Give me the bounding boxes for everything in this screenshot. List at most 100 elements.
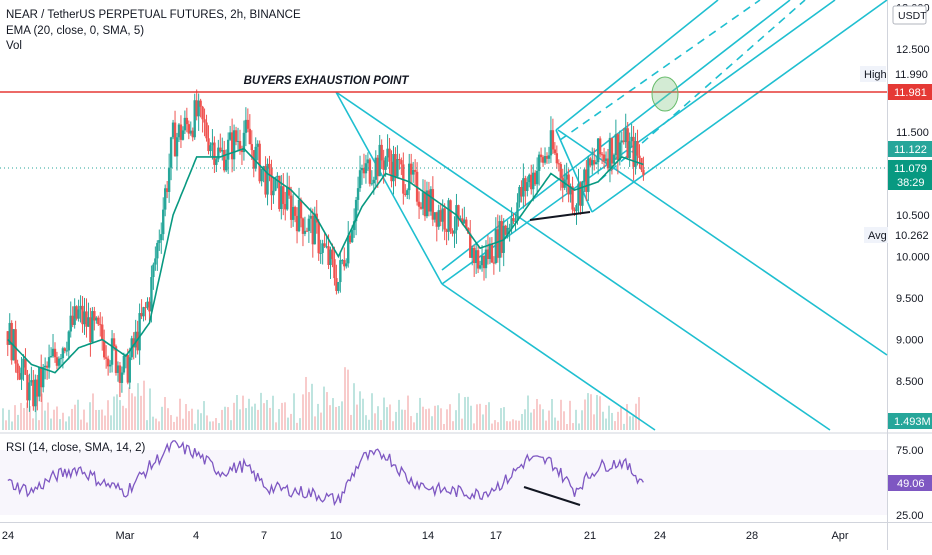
candle-body	[205, 122, 208, 139]
volume-bar	[398, 399, 400, 430]
time-tick-label: 14	[422, 530, 434, 542]
candle-body	[173, 122, 177, 157]
price-tick-label: 10.500	[896, 210, 930, 222]
candle-body	[122, 355, 126, 373]
candle-body	[248, 128, 252, 145]
candle-body	[567, 174, 570, 195]
candle-body	[38, 366, 41, 397]
candle-body	[262, 166, 265, 169]
volume-bar	[179, 398, 181, 430]
candle-body	[528, 174, 531, 183]
volume-indicator-label[interactable]: Vol	[6, 40, 22, 52]
candle-body	[73, 306, 76, 325]
rsi-legend[interactable]: RSI (14, close, SMA, 14, 2)	[6, 442, 146, 454]
volume-bar	[107, 400, 109, 430]
volume-bar	[290, 413, 292, 430]
volume-value: 1.493M	[894, 416, 931, 428]
volume-bar	[71, 408, 73, 430]
candle-body	[480, 255, 484, 266]
candle-body	[167, 167, 171, 192]
candle-body	[114, 346, 118, 373]
volume-bar	[569, 400, 571, 430]
candle-body	[410, 163, 413, 175]
last-price-value: 11.122	[894, 144, 927, 156]
volume-bar	[11, 421, 13, 430]
volume-bar	[275, 422, 277, 430]
candle-body	[20, 367, 23, 380]
volume-bar	[329, 405, 331, 430]
candle-body	[165, 188, 169, 192]
ema-indicator-label[interactable]: EMA (20, close, 0, SMA, 5)	[6, 24, 145, 37]
candle-body	[526, 182, 529, 192]
volume-bar	[20, 402, 22, 430]
volume-bar	[530, 412, 532, 430]
symbol-title[interactable]: NEAR / TetherUS PERPETUAL FUTURES, 2h, B…	[6, 9, 301, 21]
high-value: 11.990	[895, 69, 928, 81]
candle-body	[508, 227, 511, 229]
candle-body	[89, 317, 92, 343]
candle-body	[498, 221, 501, 258]
candle-body	[71, 315, 74, 325]
candle-body	[47, 357, 51, 368]
candle-body	[132, 338, 135, 348]
price-tick-label: 9.500	[896, 293, 924, 305]
candle-body	[358, 170, 362, 189]
candle-body	[335, 278, 338, 291]
candle-body	[378, 144, 381, 177]
volume-bar	[137, 383, 139, 430]
volume-bar	[134, 396, 136, 430]
price-tick-label: 12.500	[896, 44, 930, 56]
volume-bar	[170, 415, 172, 430]
volume-bar	[605, 418, 607, 430]
time-tick-label: 24	[654, 530, 666, 542]
volume-bar	[50, 418, 52, 430]
time-tick-label: 21	[584, 530, 596, 542]
candle-body	[628, 141, 631, 158]
candle-body	[309, 215, 313, 219]
volume-bar	[383, 397, 385, 430]
volume-bar	[101, 409, 103, 430]
candle-body	[203, 119, 206, 123]
volume-bar	[410, 416, 412, 430]
last-price-value-bg	[888, 141, 932, 157]
volume-bar	[485, 404, 487, 430]
candle-body	[219, 147, 222, 152]
candle-body	[374, 157, 377, 180]
currency-badge	[892, 5, 927, 25]
candle-body	[510, 218, 513, 228]
volume-bar	[527, 395, 529, 430]
candle-body	[516, 202, 519, 222]
volume-bar	[347, 369, 349, 430]
candle-body	[240, 149, 244, 153]
candle-body	[559, 164, 562, 178]
candle-body	[425, 190, 429, 217]
volume-bar	[563, 411, 565, 430]
candle-body	[97, 317, 100, 325]
candle-body	[272, 190, 275, 196]
candle-body	[22, 358, 25, 368]
time-tick-label: 17	[490, 530, 502, 542]
candle-body	[63, 348, 67, 351]
candle-body	[148, 301, 151, 312]
volume-bar	[176, 416, 178, 430]
rsi-band	[0, 450, 887, 515]
down-channel-upper	[335, 91, 831, 431]
volume-bar	[437, 405, 439, 430]
volume-bar	[332, 398, 334, 430]
volume-bar	[299, 418, 301, 430]
volume-bar	[632, 416, 634, 430]
candle-body	[543, 156, 547, 163]
candle-body	[352, 221, 356, 231]
volume-bar	[5, 420, 7, 430]
volume-bar	[182, 418, 184, 430]
volume-bar	[626, 404, 628, 430]
volume-bar	[359, 391, 361, 430]
candle-body	[303, 230, 307, 234]
volume-bar	[35, 393, 37, 430]
volume-bar	[83, 409, 85, 430]
volume-bar	[374, 413, 376, 430]
volume-bar	[203, 401, 205, 430]
volume-bar	[152, 416, 154, 430]
